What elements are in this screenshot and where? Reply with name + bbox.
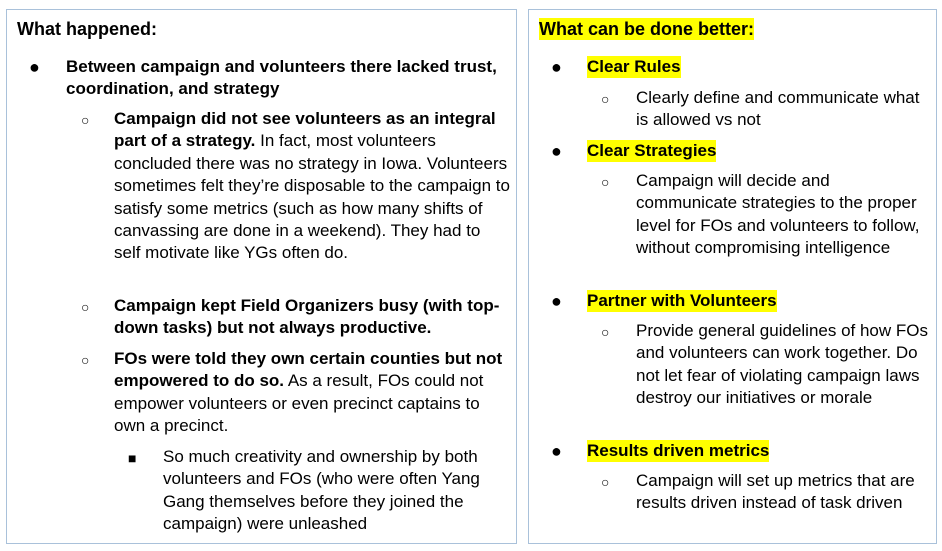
item-title-clear-rules: Clear Rules	[587, 56, 681, 78]
bullet-disc-icon: ●	[551, 57, 562, 77]
sub-bullet-strategy: Campaign did not see volunteers as an in…	[114, 109, 510, 263]
item-sub-clear-rules: Clearly define and communicate what is a…	[636, 88, 920, 130]
bullet-circle-icon: ○	[601, 324, 610, 340]
bullet-disc-icon: ●	[29, 57, 40, 77]
bullet-circle-icon: ○	[81, 112, 90, 128]
what-happened-panel: What happened: ● Between campaign and vo…	[6, 9, 517, 544]
what-happened-heading: What happened:	[17, 19, 157, 39]
what-can-be-done-heading: What can be done better:	[539, 18, 755, 40]
item-sub-clear-strategies: Campaign will decide and communicate str…	[636, 171, 920, 258]
item-sub-partner: Provide general guidelines of how FOs an…	[636, 321, 928, 408]
bullet-circle-icon: ○	[601, 174, 610, 190]
bullet-disc-icon: ●	[551, 141, 562, 161]
bullet-circle-icon: ○	[81, 352, 90, 368]
bullet-disc-icon: ●	[551, 441, 562, 461]
third-level-bullet-text: So much creativity and ownership by both…	[163, 447, 480, 534]
what-can-be-done-panel: What can be done better: ● Clear Rules ○…	[528, 9, 937, 544]
sub-bullet-counties: FOs were told they own certain counties …	[114, 349, 503, 436]
bullet-square-icon: ■	[128, 450, 137, 466]
item-title-partner: Partner with Volunteers	[587, 290, 777, 312]
main-bullet-text: Between campaign and volunteers there la…	[66, 57, 497, 99]
bullet-circle-icon: ○	[601, 474, 610, 490]
bullet-circle-icon: ○	[81, 299, 90, 315]
item-title-results: Results driven metrics	[587, 440, 770, 462]
item-title-clear-strategies: Clear Strategies	[587, 140, 717, 162]
item-sub-results: Campaign will set up metrics that are re…	[636, 471, 915, 513]
sub-bullet-field-organizers: Campaign kept Field Organizers busy (wit…	[114, 296, 500, 338]
bullet-circle-icon: ○	[601, 91, 610, 107]
bullet-disc-icon: ●	[551, 291, 562, 311]
